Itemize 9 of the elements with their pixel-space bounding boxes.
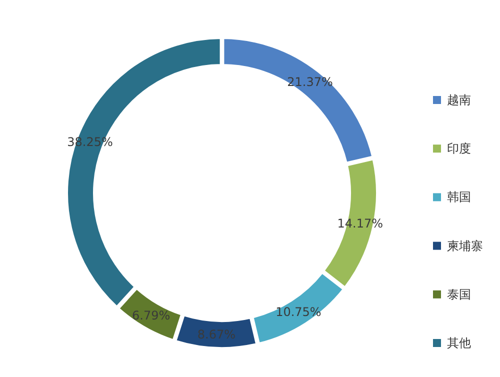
legend-label: 韩国 [447,190,471,204]
legend-label: 印度 [447,142,471,156]
data-label: 8.67% [197,327,236,342]
legend-label: 柬埔寨 [447,238,483,253]
data-label: 6.79% [132,308,170,322]
legend-label: 泰国 [447,287,471,302]
data-label: 10.75% [276,305,322,320]
legend-label: 其他 [447,336,471,350]
legend-label: 越南 [447,93,471,107]
